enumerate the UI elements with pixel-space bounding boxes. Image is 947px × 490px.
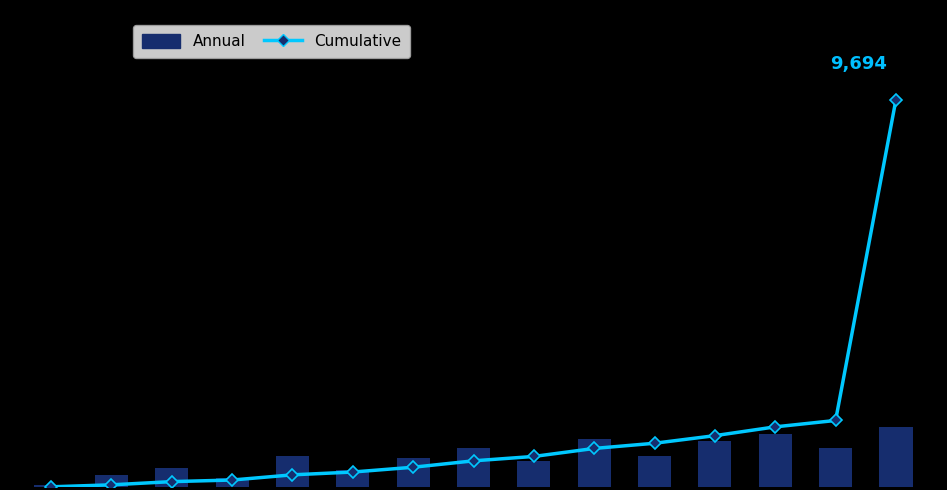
Bar <box>95 475 128 487</box>
Bar <box>155 468 188 487</box>
Legend: Annual, Cumulative: Annual, Cumulative <box>133 25 410 58</box>
Bar <box>819 448 852 487</box>
Bar <box>759 434 792 487</box>
Bar <box>638 456 671 487</box>
Bar <box>698 441 731 487</box>
Bar <box>216 478 249 487</box>
Bar <box>336 470 369 487</box>
Bar <box>276 456 309 487</box>
Bar <box>880 427 913 487</box>
Text: 9,694: 9,694 <box>830 54 887 73</box>
Bar <box>517 461 550 487</box>
Bar <box>397 458 430 487</box>
Bar <box>456 448 491 487</box>
Bar <box>34 485 67 487</box>
Bar <box>578 439 611 487</box>
